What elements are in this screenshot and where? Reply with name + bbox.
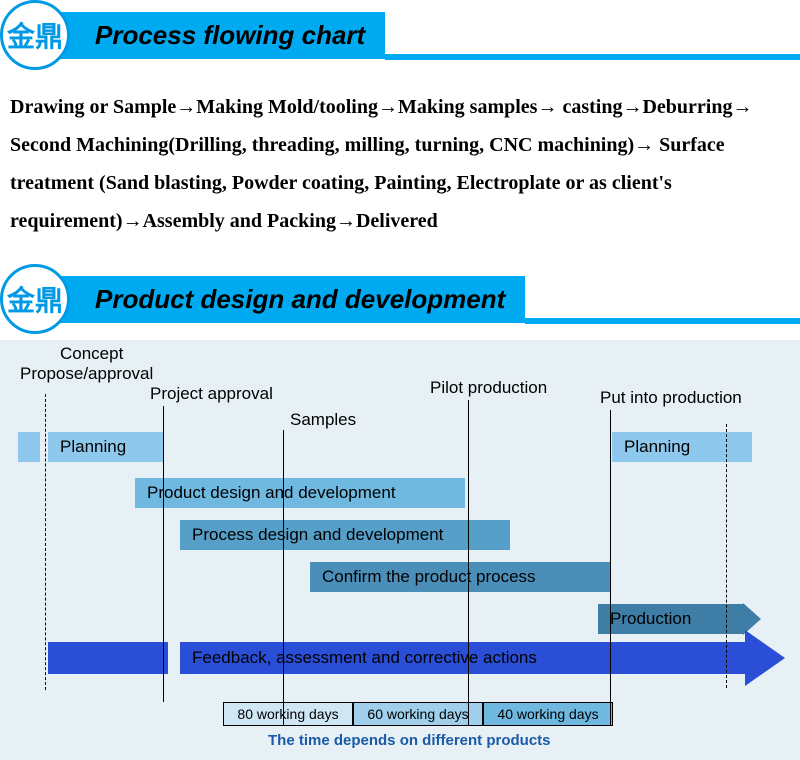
arrow-head-icon xyxy=(745,630,785,686)
gantt-footnote: The time depends on different products xyxy=(268,732,551,749)
gantt-bar: Confirm the product process xyxy=(310,562,610,592)
gantt-bar: Planning xyxy=(48,432,163,462)
gantt-bar xyxy=(48,642,168,674)
gantt-bar: Planning xyxy=(612,432,752,462)
logo-text: 金鼎 xyxy=(7,279,63,319)
gantt-bar: Feedback, assessment and corrective acti… xyxy=(180,642,745,674)
header-underline xyxy=(525,318,800,324)
section2-header: 金鼎 Product design and development xyxy=(0,264,800,334)
gantt-vline xyxy=(726,424,727,688)
gantt-milestone-label: Samples xyxy=(290,410,356,430)
logo-text: 金鼎 xyxy=(7,15,63,55)
duration-row: 80 working days60 working days40 working… xyxy=(223,702,613,726)
duration-cell: 60 working days xyxy=(353,702,483,726)
gantt-milestone-label: Put into production xyxy=(600,388,742,408)
gantt-bar: Product design and development xyxy=(135,478,465,508)
gantt-milestone-label: Concept xyxy=(60,344,123,364)
duration-cell: 40 working days xyxy=(483,702,613,726)
section2-title: Product design and development xyxy=(15,276,525,323)
gantt-vline xyxy=(283,430,284,726)
logo-badge: 金鼎 xyxy=(0,264,70,334)
gantt-vline xyxy=(163,406,164,702)
gantt-vline xyxy=(468,400,469,726)
gantt-vline xyxy=(45,394,46,690)
gantt-milestone-label: Pilot production xyxy=(430,378,547,398)
gantt-milestone-label: Project approval xyxy=(150,384,273,404)
gantt-milestone-label: Propose/approval xyxy=(20,364,153,384)
duration-cell: 80 working days xyxy=(223,702,353,726)
gantt-bar xyxy=(18,432,40,462)
section1-title: Process flowing chart xyxy=(15,12,385,59)
gantt-bar: Process design and development xyxy=(180,520,510,550)
process-flow-text: Drawing or Sample→Making Mold/tooling→Ma… xyxy=(0,76,800,264)
gantt-chart: ConceptPropose/approvalProject approval S… xyxy=(0,340,800,760)
logo-badge: 金鼎 xyxy=(0,0,70,70)
gantt-bar: Production xyxy=(598,604,743,634)
section1-header: 金鼎 Process flowing chart xyxy=(0,0,800,70)
header-underline xyxy=(385,54,800,60)
gantt-vline xyxy=(610,410,611,726)
